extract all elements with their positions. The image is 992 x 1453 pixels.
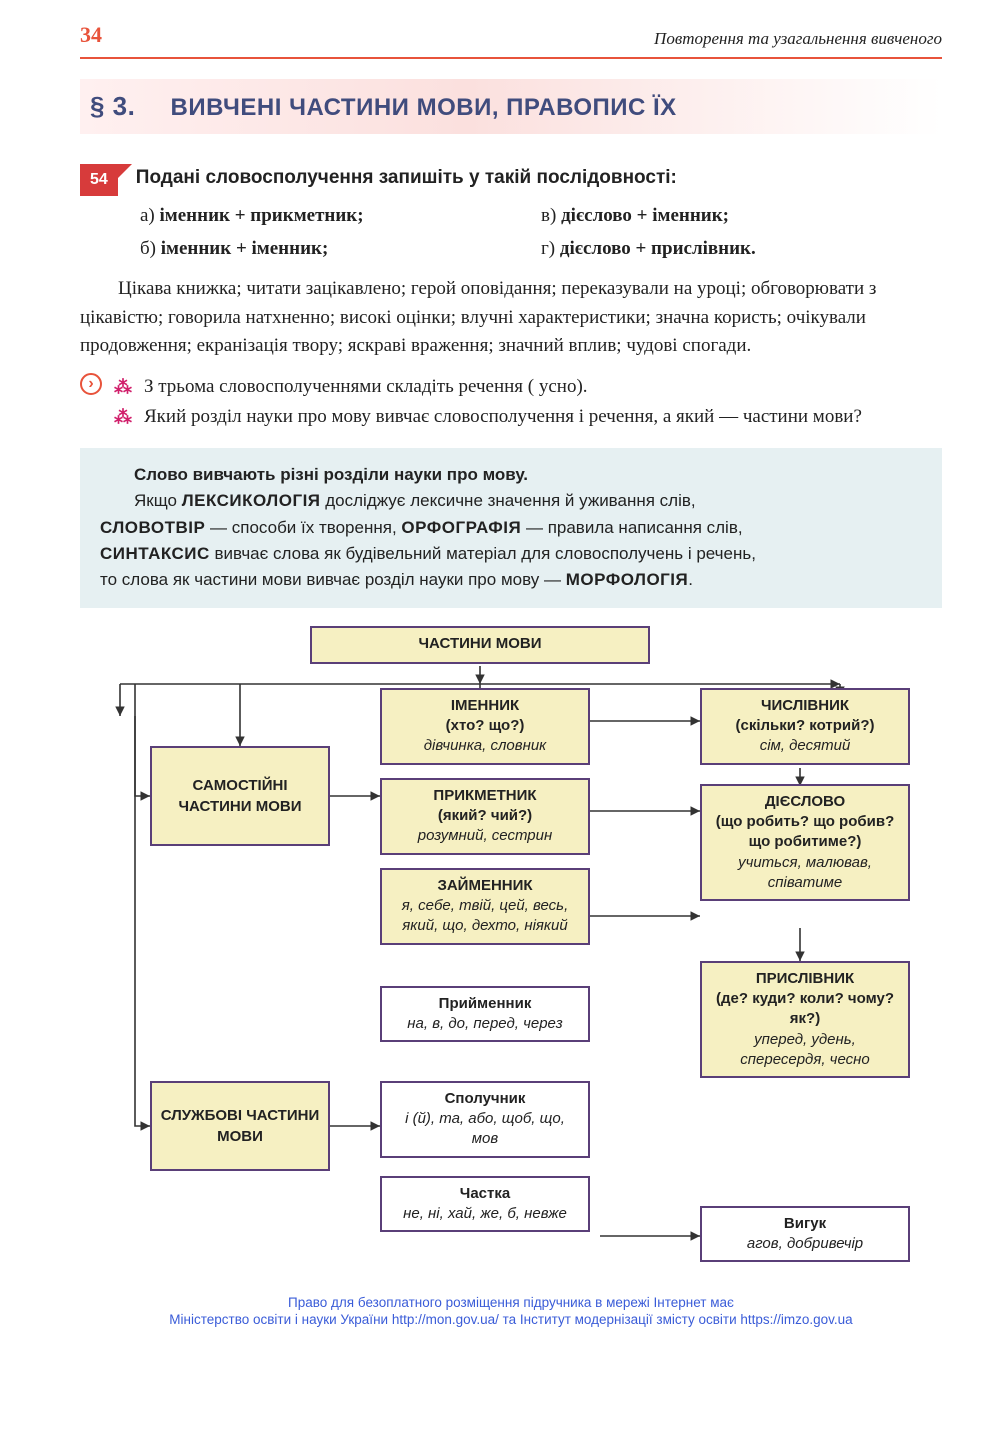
page-header: 34 Повторення та узагальнення вивченого	[80, 20, 942, 59]
diagram-node-pryimennyk: Прийменник на, в, до, перед, через	[380, 986, 590, 1043]
task-text: Який розділ науки про мову вивчає словос…	[144, 403, 862, 432]
section-title-block: § 3. ВИВЧЕНІ ЧАСТИНИ МОВИ, ПРАВОПИС ЇХ	[80, 79, 942, 134]
options-grid: а) іменник + прикметник; в) дієслово + і…	[140, 202, 942, 263]
diagram-node-vyhuk: Вигук агов, добривечір	[700, 1206, 910, 1263]
option-a: а) іменник + прикметник;	[140, 202, 541, 231]
arrow-right-icon: ›	[80, 373, 102, 395]
page-footer: Право для безоплатного розміщення підруч…	[80, 1294, 942, 1329]
diagram-node-zaimennyk: ЗАЙМЕННИК я, себе, твій, цей, весь, який…	[380, 868, 590, 945]
section-title: ВИВЧЕНІ ЧАСТИНИ МОВИ, ПРАВОПИС ЇХ	[171, 94, 677, 121]
footer-link-imzo[interactable]: https://imzo.gov.ua	[740, 1312, 852, 1327]
list-marker-icon: ⁂	[114, 403, 132, 432]
diagram-node-diieslovo: ДІЄСЛОВО (що робить? що робив? що робити…	[700, 784, 910, 901]
diagram-root: ЧАСТИНИ МОВИ	[310, 626, 650, 664]
option-d: г) дієслово + прислівник.	[541, 235, 942, 264]
list-marker-icon: ⁂	[114, 373, 132, 402]
page-number: 34	[80, 18, 102, 51]
section-number: § 3.	[90, 91, 135, 121]
task-text: З трьома словосполученнями складіть рече…	[144, 373, 588, 402]
exercise-number: 54	[80, 164, 118, 196]
diagram-self-group: САМОСТІЙНІ ЧАСТИНИ МОВИ	[150, 746, 330, 846]
option-c: в) дієслово + іменник;	[541, 202, 942, 231]
diagram-node-chastka: Частка не, ні, хай, же, б, невже	[380, 1176, 590, 1233]
diagram-serv-group: СЛУЖБОВІ ЧАСТИНИ МОВИ	[150, 1081, 330, 1171]
diagram-node-prykmetnyk: ПРИКМЕТНИК (який? чий?) розумний, сестри…	[380, 778, 590, 855]
diagram-node-spoluchnyk: Сполучник і (й), та, або, щоб, що, мов	[380, 1081, 590, 1158]
diagram-node-chyslivnyk: ЧИСЛІВНИК (скільки? котрий?) сім, десяти…	[700, 688, 910, 765]
footer-link-mon[interactable]: http://mon.gov.ua/	[392, 1312, 499, 1327]
exercise-title: Подані словосполучення запишіть у такій …	[136, 164, 677, 193]
task-list: › ⁂ З трьома словосполученнями складіть …	[80, 373, 942, 433]
diagram-node-imennyk: ІМЕННИК (хто? що?) дівчинка, словник	[380, 688, 590, 765]
diagram-node-pryslivnyk: ПРИСЛІВНИК (де? куди? коли? чому? як?) у…	[700, 961, 910, 1078]
exercise-body: Цікава книжка; читати зацікавлено; герой…	[80, 275, 942, 361]
parts-of-speech-diagram: ЧАСТИНИ МОВИ САМОСТІЙНІ ЧАСТИНИ МОВИ СЛУ…	[80, 626, 942, 1286]
running-head: Повторення та узагальнення вивченого	[654, 26, 942, 52]
option-b: б) іменник + іменник;	[140, 235, 541, 264]
info-box: Слово вивчають різні розділи науки про м…	[80, 448, 942, 608]
